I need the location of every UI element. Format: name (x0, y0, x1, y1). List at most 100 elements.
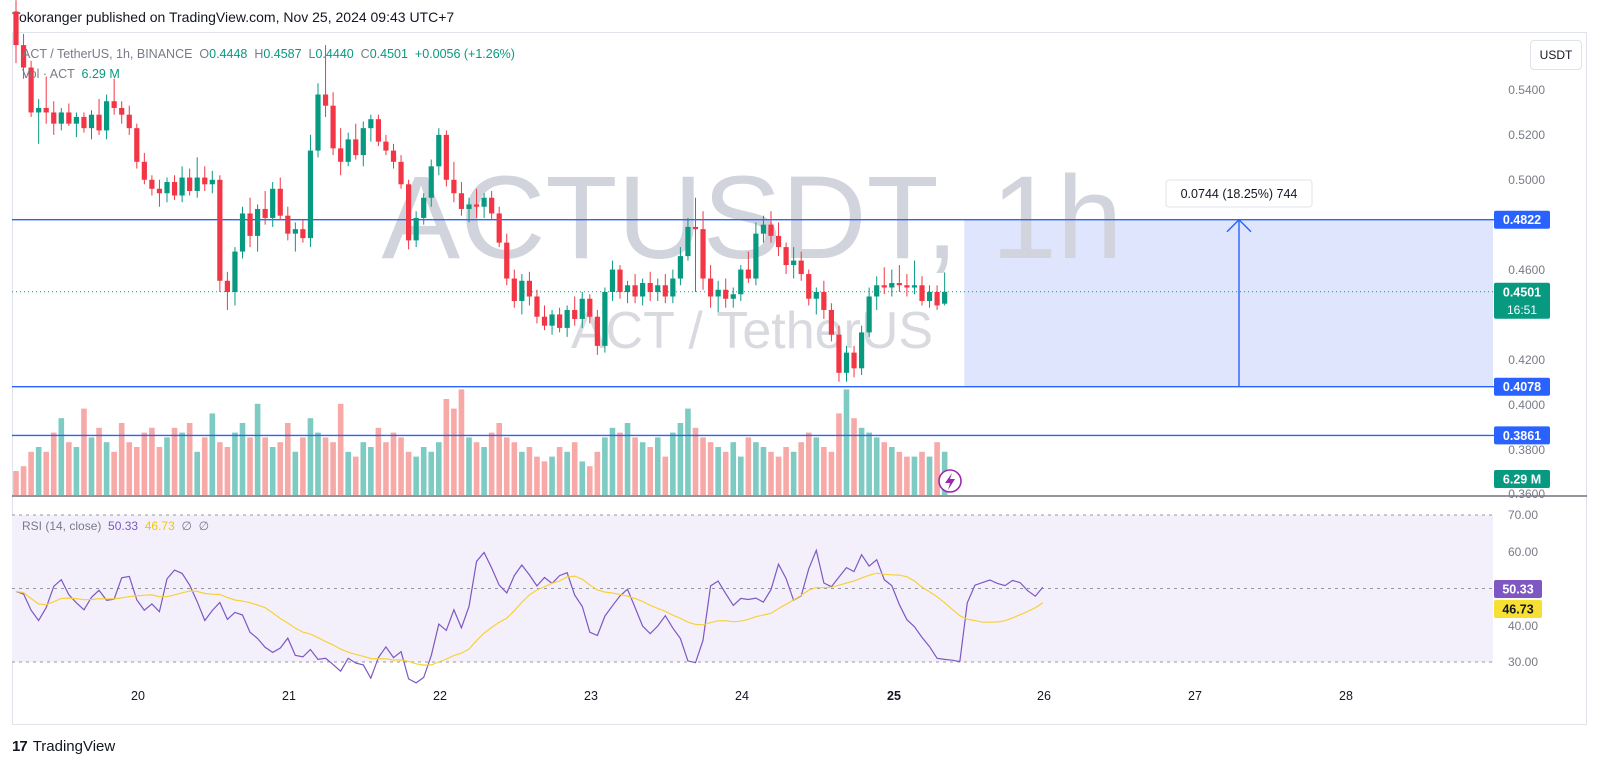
candle-body[interactable] (655, 285, 661, 292)
candle-body[interactable] (526, 280, 532, 297)
candle-body[interactable] (640, 283, 646, 297)
candle-body[interactable] (489, 197, 495, 214)
candle-body[interactable] (13, 11, 19, 46)
candle-body[interactable] (700, 229, 706, 279)
candle-body[interactable] (428, 166, 434, 198)
candle-body[interactable] (66, 112, 72, 124)
candle-body[interactable] (330, 105, 336, 149)
legend-volume-label[interactable]: Vol · ACT (22, 67, 75, 81)
candle-body[interactable] (587, 298, 593, 317)
candle-body[interactable] (209, 179, 215, 185)
candle-body[interactable] (602, 292, 608, 346)
candle-body[interactable] (541, 316, 548, 326)
measure-zone[interactable] (964, 219, 1493, 387)
candle-body[interactable] (549, 314, 555, 326)
candle-body[interactable] (851, 352, 857, 369)
candle-body[interactable] (51, 112, 57, 124)
candle-body[interactable] (564, 309, 570, 328)
candle-body[interactable] (458, 193, 465, 209)
candle-body[interactable] (806, 274, 812, 299)
candle-body[interactable] (753, 233, 759, 279)
candle-body[interactable] (217, 179, 223, 281)
candle-body[interactable] (134, 128, 140, 162)
candle-body[interactable] (322, 94, 329, 106)
candle-body[interactable] (232, 251, 238, 292)
candle-body[interactable] (119, 107, 125, 115)
candle-body[interactable] (881, 285, 887, 288)
candle-body[interactable] (609, 269, 616, 292)
candle-body[interactable] (481, 197, 487, 207)
candle-body[interactable] (270, 188, 276, 218)
candle-body[interactable] (187, 177, 193, 191)
candle-body[interactable] (534, 296, 540, 317)
candle-body[interactable] (156, 188, 163, 194)
rsi-ma-tag[interactable] (1494, 600, 1542, 618)
candle-body[interactable] (896, 283, 902, 286)
candle-body[interactable] (239, 213, 246, 252)
candle-body[interactable] (375, 119, 381, 142)
candle-body[interactable] (398, 161, 404, 185)
candle-body[interactable] (738, 269, 744, 295)
candle-body[interactable] (504, 242, 510, 279)
candle-body[interactable] (685, 226, 691, 257)
candle-body[interactable] (624, 285, 631, 292)
candle-body[interactable] (277, 188, 283, 216)
candle-body[interactable] (889, 283, 895, 288)
candle-body[interactable] (421, 197, 427, 218)
candle-body[interactable] (519, 280, 525, 301)
candle-body[interactable] (745, 269, 751, 279)
candle-body[interactable] (775, 235, 782, 248)
candle-body[interactable] (353, 139, 359, 156)
candle-body[interactable] (368, 119, 374, 129)
candle-body[interactable] (58, 112, 64, 124)
candle-body[interactable] (126, 114, 132, 129)
candle-body[interactable] (874, 285, 880, 297)
level-tag[interactable] (1494, 210, 1550, 229)
candle-body[interactable] (723, 289, 729, 299)
candle-body[interactable] (473, 204, 480, 207)
candle-body[interactable] (511, 278, 517, 301)
candle-body[interactable] (594, 316, 600, 346)
candle-body[interactable] (783, 247, 789, 266)
candle-body[interactable] (692, 226, 699, 230)
rsi-value-tag[interactable] (1494, 580, 1542, 598)
candle-body[interactable] (345, 139, 351, 162)
candle-body[interactable] (443, 134, 449, 180)
tradingview-logo[interactable]: 17 TradingView (12, 738, 115, 755)
candle-body[interactable] (579, 298, 585, 319)
candle-body[interactable] (451, 179, 457, 194)
currency-button[interactable]: USDT (1530, 40, 1582, 70)
candle-body[interactable] (617, 269, 623, 292)
candle-body[interactable] (149, 179, 155, 189)
level-tag[interactable] (1494, 426, 1550, 445)
candle-body[interactable] (383, 141, 389, 151)
candle-body[interactable] (338, 148, 344, 162)
candle-body[interactable] (315, 94, 321, 151)
candle-body[interactable] (836, 334, 842, 373)
candle-body[interactable] (670, 278, 676, 297)
candle-body[interactable] (647, 283, 653, 292)
candle-body[interactable] (934, 292, 940, 306)
candle-body[interactable] (406, 184, 412, 241)
candle-body[interactable] (911, 285, 918, 288)
candle-body[interactable] (904, 285, 910, 288)
candle-body[interactable] (285, 215, 291, 234)
candle-body[interactable] (141, 161, 147, 180)
candle-body[interactable] (255, 208, 261, 236)
candle-body[interactable] (73, 116, 79, 124)
rsi-ma-line[interactable] (15, 572, 1044, 666)
candle-body[interactable] (292, 229, 298, 234)
candle-body[interactable] (708, 278, 714, 297)
candle-body[interactable] (496, 213, 502, 243)
candle-body[interactable] (96, 114, 102, 131)
candle-body[interactable] (730, 294, 736, 299)
rsi-legend-label[interactable]: RSI (14, close) (22, 519, 102, 533)
candle-body[interactable] (194, 177, 200, 191)
candle-body[interactable] (926, 292, 933, 301)
candle-body[interactable] (919, 285, 925, 301)
candle-body[interactable] (436, 134, 442, 167)
candle-body[interactable] (171, 182, 178, 196)
candle-body[interactable] (768, 224, 774, 236)
candle-body[interactable] (81, 116, 87, 129)
candle-body[interactable] (20, 45, 27, 68)
